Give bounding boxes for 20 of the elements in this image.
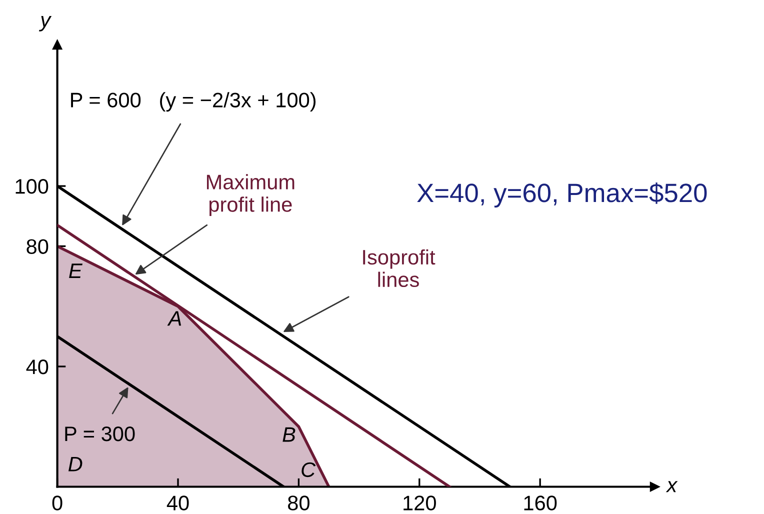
y-tick-label: 80 — [26, 239, 48, 254]
annotation: C — [302, 462, 316, 478]
annotation: B — [282, 427, 296, 442]
annotation: P = 300 — [65, 426, 135, 442]
y-axis-title: y — [38, 16, 52, 32]
x-tick-label: 120 — [404, 496, 436, 510]
annotation: A — [167, 311, 182, 326]
annotation: E — [69, 264, 82, 278]
x-tick-label: 80 — [288, 496, 310, 510]
x-tick-label: 40 — [166, 496, 189, 510]
annotation: Isoprofit lines — [363, 249, 436, 288]
x-tick-label: 0 — [52, 496, 62, 510]
annotation: X=40, y=60, Pmax=$520 — [417, 182, 707, 208]
x-tick-label: 160 — [524, 496, 557, 510]
annotation: Maximum profit line — [206, 174, 294, 216]
annotation: P = 600 (y = −2/3x + 100) — [71, 92, 316, 112]
x-axis-title: x — [666, 481, 678, 492]
y-tick-label: 40 — [26, 359, 48, 374]
annotation: D — [68, 456, 82, 472]
y-tick-label: 100 — [16, 179, 48, 194]
